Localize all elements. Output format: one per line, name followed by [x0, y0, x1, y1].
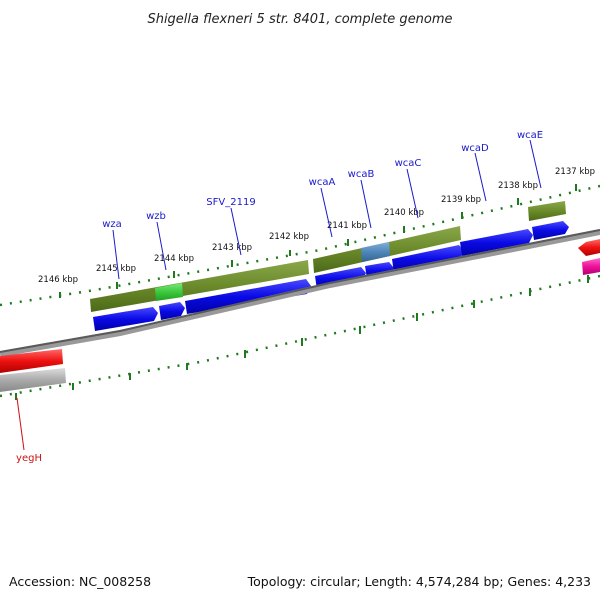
gene-label-wcab: wcaB: [348, 169, 375, 180]
olive-features: [90, 201, 566, 312]
cds-arrow-wzb: [159, 302, 185, 320]
map-title: Shigella flexneri 5 str. 8401, complete …: [147, 12, 452, 27]
gene-label-sfv2119: SFV_2119: [206, 197, 255, 208]
gene-label-wzb: wzb: [146, 211, 166, 222]
red-feature-yegh: [0, 349, 63, 373]
red-feature-right: [578, 239, 600, 256]
cds-arrow-wcae: [532, 221, 569, 240]
topology-text: Topology: circular; Length: 4,574,284 bp…: [247, 574, 591, 589]
scale-label: 2139 kbp: [441, 195, 481, 205]
scale-label: 2141 kbp: [327, 221, 367, 231]
cds-arrow-wza: [93, 307, 158, 331]
gene-label-yegh: yegH: [16, 453, 42, 464]
cds-arrow-sfv2119: [185, 279, 311, 314]
cds-arrow-wcac: [392, 245, 464, 273]
scale-labels: 2146 kbp 2145 kbp 2144 kbp 2143 kbp 2142…: [38, 167, 595, 285]
scale-label: 2140 kbp: [384, 208, 424, 218]
scale-label: 2146 kbp: [38, 275, 78, 285]
upper-scale-track: [0, 184, 600, 307]
gene-label-wcae: wcaE: [517, 130, 543, 141]
olive-region-wcae: [528, 201, 566, 221]
accession-text: Accession: NC_008258: [9, 574, 151, 589]
genome-backbone: [0, 229, 600, 357]
left-edge-features: [0, 349, 66, 392]
gray-feature-left: [0, 368, 66, 392]
gene-label-wza: wza: [102, 219, 122, 230]
gene-labels: wza wzb SFV_2119 wcaA wcaB wcaC wcaD wca…: [16, 130, 543, 464]
lower-scale-track: [0, 274, 600, 400]
magenta-feature-right: [582, 258, 600, 275]
cds-arrows: [93, 221, 569, 331]
label-connectors: [16, 139, 542, 451]
gene-label-wcac: wcaC: [395, 158, 422, 169]
upper-scale-ticks: [59, 184, 577, 298]
scale-label: 2138 kbp: [498, 181, 538, 191]
scale-label: 2144 kbp: [154, 254, 194, 264]
green-highlight-wzb: [155, 283, 183, 301]
cds-arrow-wcad: [460, 229, 533, 256]
gene-label-wcaa: wcaA: [309, 177, 336, 188]
scale-label: 2137 kbp: [555, 167, 595, 177]
scale-label: 2142 kbp: [269, 232, 309, 242]
right-edge-features: [578, 239, 600, 275]
scale-label: 2143 kbp: [212, 243, 252, 253]
steel-highlight-wcab: [361, 242, 390, 262]
scale-label: 2145 kbp: [96, 264, 136, 274]
olive-region-wza-sfv: [90, 260, 309, 312]
gene-label-wcad: wcaD: [461, 143, 489, 154]
lower-scale-ticks: [15, 275, 589, 400]
genome-backbone-edge: [0, 229, 600, 353]
